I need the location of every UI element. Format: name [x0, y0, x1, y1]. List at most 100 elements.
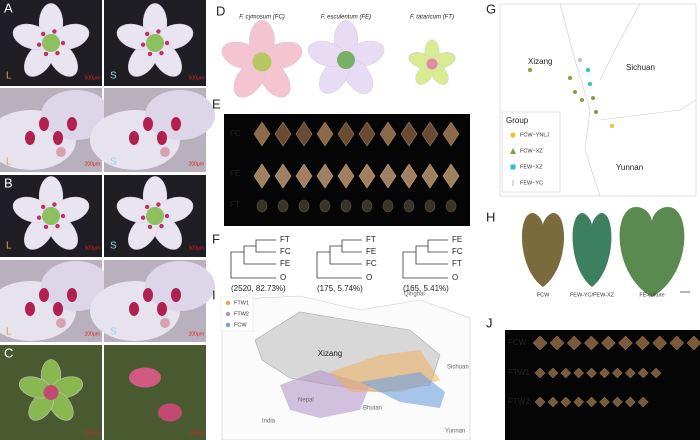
seed [361, 199, 373, 213]
map-place: Sichuan [626, 63, 655, 72]
seed [560, 396, 572, 408]
anther [55, 50, 60, 56]
tree-support: (175, 5.74%) [317, 284, 363, 293]
site [578, 58, 582, 62]
photo [505, 330, 700, 440]
flower-center [43, 385, 59, 400]
panel-label: A [4, 0, 13, 15]
seed [253, 121, 271, 147]
tree-support: (165, 5.41%) [403, 284, 449, 293]
species-label: F. tataricum (FT) [410, 15, 454, 21]
seed [442, 121, 460, 147]
anther [147, 51, 153, 57]
region-fcw [360, 372, 445, 408]
petal [41, 90, 111, 140]
seed [256, 199, 268, 213]
tree-tip: FT [366, 235, 376, 244]
map-place: Nepal [298, 398, 314, 404]
scale-bar: 200μm [85, 331, 100, 337]
row-label: FCW [508, 338, 527, 347]
seed [274, 121, 292, 147]
anther [52, 29, 57, 34]
anther [52, 202, 57, 207]
tree-support: (2520, 82.73%) [231, 284, 286, 293]
seed [635, 335, 650, 351]
tree-tip: FE [366, 247, 376, 256]
scale-bar: 200μm [189, 161, 204, 167]
seed [316, 121, 334, 147]
seed [601, 335, 616, 351]
map-place: Yunnan [445, 429, 465, 435]
leaf [619, 207, 685, 297]
seed [624, 367, 636, 379]
site [528, 68, 532, 72]
map-place: Xizang [318, 349, 342, 358]
seed [274, 163, 292, 189]
seed [442, 163, 460, 189]
image-tag: L [6, 327, 12, 338]
panel-label: I [212, 287, 216, 302]
anther [144, 31, 150, 37]
anther [156, 29, 161, 34]
site [586, 68, 590, 72]
seed [277, 199, 289, 213]
anther [159, 223, 164, 229]
anther [40, 204, 46, 210]
legend-label: FCW−YNLJ [520, 132, 549, 138]
seed [358, 121, 376, 147]
legend-swatch [225, 322, 231, 328]
scale-bar: 200μm [85, 161, 100, 167]
seed [316, 163, 334, 189]
image-tag: L [6, 241, 12, 252]
anther [67, 288, 77, 302]
seed [421, 163, 439, 189]
tree-tip: FT [280, 235, 290, 244]
map-border [559, 3, 697, 197]
seed [547, 367, 559, 379]
panel-label: C [4, 345, 13, 360]
map-place: Sichuan [447, 365, 469, 371]
leaf-label: FCW [537, 292, 550, 298]
seed [534, 367, 546, 379]
panel-label: F [212, 231, 220, 246]
seed [298, 199, 310, 213]
seed [650, 367, 662, 379]
tree-tip: O [280, 273, 286, 282]
flower-center [252, 52, 272, 72]
seed [549, 335, 565, 351]
legend-swatch [510, 164, 516, 170]
seed [379, 121, 397, 147]
seed [560, 367, 572, 379]
tree-tip: FC [366, 259, 377, 268]
seed [534, 396, 546, 408]
leaf [572, 213, 612, 287]
scale-bar: 500μm [189, 75, 204, 81]
anther [143, 288, 153, 302]
anther [144, 204, 150, 210]
panel-label: E [212, 96, 221, 111]
anther [36, 215, 42, 220]
image-tag: S [110, 241, 117, 252]
seed [379, 163, 397, 189]
legend-swatch [510, 148, 516, 154]
anther [25, 302, 35, 316]
seed [547, 396, 559, 408]
seed [624, 396, 636, 408]
legend-label: FTW2 [234, 311, 249, 317]
tree-tip: FE [280, 259, 290, 268]
flower-center [42, 207, 60, 225]
anther [171, 288, 181, 302]
anther [171, 117, 181, 131]
row-label: FE [230, 169, 240, 178]
site [588, 82, 592, 86]
anther [25, 131, 35, 145]
pollen [160, 318, 170, 328]
seed [599, 396, 610, 408]
legend-title: Group [506, 116, 529, 125]
species-label: F. esculentum (FE) [321, 15, 371, 21]
flower-center [146, 34, 164, 52]
anther [157, 131, 167, 145]
row-label: FT [230, 200, 240, 209]
